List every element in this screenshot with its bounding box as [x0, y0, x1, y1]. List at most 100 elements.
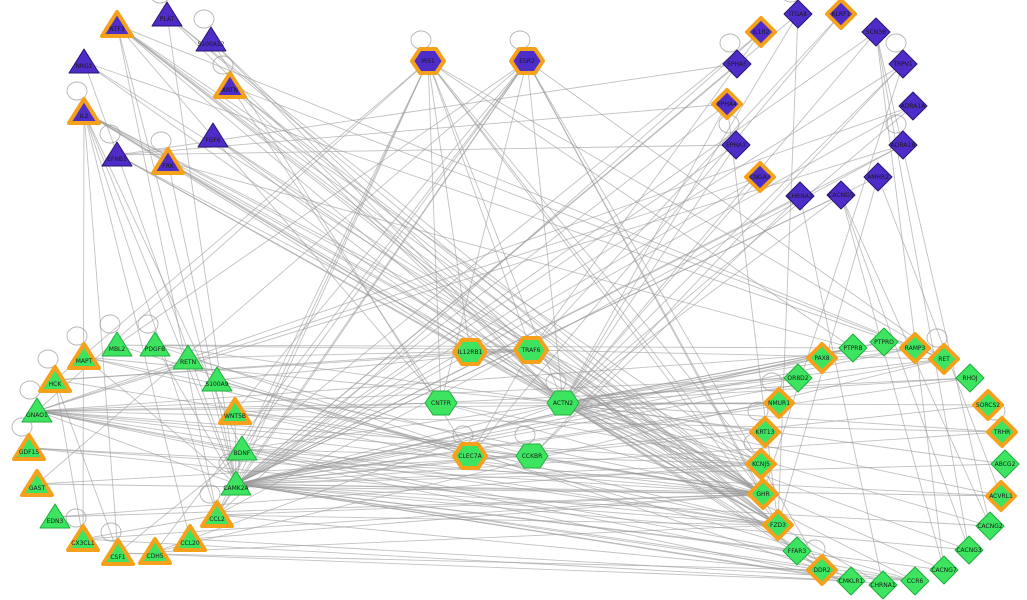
node-CACNG5[interactable]: CACNG5: [826, 180, 856, 210]
node-shape-GNAO1[interactable]: [21, 397, 53, 423]
node-shape-EPHA5[interactable]: [722, 49, 752, 79]
node-shape-IL2[interactable]: [67, 97, 101, 125]
node-CACNG2[interactable]: CACNG2: [975, 511, 1005, 541]
node-S100A12[interactable]: S100A12: [195, 26, 227, 52]
node-shape-RETN[interactable]: [172, 344, 204, 370]
node-ESR2[interactable]: ESR2: [509, 47, 545, 75]
node-shape-CACNG7[interactable]: [929, 555, 959, 585]
node-SORCS2[interactable]: SORCS2: [972, 389, 1004, 421]
node-shape-HCK[interactable]: [38, 365, 72, 393]
node-shape-CACNG2[interactable]: [975, 511, 1005, 541]
node-CSF1[interactable]: CSF1: [101, 538, 135, 566]
node-KLRF1[interactable]: KLRF1: [825, 0, 857, 30]
node-shape-FZD3[interactable]: [762, 509, 794, 541]
node-shape-CSF1[interactable]: [101, 538, 135, 566]
node-shape-DDR2[interactable]: [806, 554, 838, 586]
node-ADRA1A[interactable]: ADRA1A: [898, 91, 928, 121]
node-NMUR1[interactable]: NMUR1: [763, 387, 795, 419]
node-shape-TRHR[interactable]: [986, 416, 1018, 448]
node-IL12RB1[interactable]: IL12RB1: [452, 338, 488, 366]
node-EPHA5[interactable]: EPHA5: [722, 49, 752, 79]
node-shape-KRT13[interactable]: [749, 416, 781, 448]
node-shape-CHRNA1[interactable]: [868, 570, 898, 600]
node-shape-PTPRB[interactable]: [838, 333, 868, 363]
node-shape-ITGA8[interactable]: [783, 0, 813, 29]
node-shape-BDNF[interactable]: [226, 435, 258, 461]
node-shape-RET[interactable]: [928, 343, 960, 375]
node-shape-ARTN[interactable]: [213, 71, 247, 99]
node-shape-OR8D2[interactable]: [783, 363, 813, 393]
node-shape-FGF6[interactable]: [197, 122, 229, 148]
node-IRS1[interactable]: IRS1: [410, 47, 446, 75]
node-shape-CCKBR[interactable]: [515, 443, 549, 469]
node-KRT13[interactable]: KRT13: [749, 416, 781, 448]
node-shape-NTF3[interactable]: [100, 10, 134, 38]
node-shape-ABCG2[interactable]: [990, 449, 1020, 479]
node-CMKLR1[interactable]: CMKLR1: [836, 566, 866, 596]
node-NRG1[interactable]: NRG1: [68, 48, 100, 74]
node-shape-FRK[interactable]: [151, 147, 185, 175]
node-shape-ACTN2[interactable]: [546, 390, 580, 416]
node-shape-AMHR2[interactable]: [863, 162, 893, 192]
node-CCR6[interactable]: CCR6: [900, 566, 930, 596]
node-shape-PDGFB[interactable]: [139, 331, 171, 357]
node-ABCG2[interactable]: ABCG2: [990, 449, 1020, 479]
node-shape-ESR2[interactable]: [509, 47, 545, 75]
node-CNGA3[interactable]: CNGA3: [744, 161, 776, 193]
node-ACVRL1[interactable]: ACVRL1: [985, 480, 1017, 512]
node-IL2[interactable]: IL2: [67, 97, 101, 125]
node-shape-IRS1[interactable]: [410, 47, 446, 75]
node-shape-CLEC7A[interactable]: [452, 442, 488, 470]
node-shape-CNGA3[interactable]: [744, 161, 776, 193]
node-shape-GHR[interactable]: [747, 478, 779, 510]
node-shape-S100A12[interactable]: [195, 26, 227, 52]
node-shape-TRPV1[interactable]: [888, 49, 918, 79]
node-CACNG3[interactable]: CACNG3: [954, 535, 984, 565]
node-CLEC7A[interactable]: CLEC7A: [452, 442, 488, 470]
node-shape-GDF15[interactable]: [12, 433, 46, 461]
node-shape-NMUR1[interactable]: [763, 387, 795, 419]
node-shape-EFNB1[interactable]: [101, 141, 133, 167]
node-ADRA1B[interactable]: ADRA1B: [888, 130, 918, 160]
node-shape-PTPRO[interactable]: [869, 327, 899, 357]
node-GDF15[interactable]: GDF15: [12, 433, 46, 461]
node-shape-CHRNA3[interactable]: [785, 181, 815, 211]
node-RHOJ[interactable]: RHOJ: [955, 363, 985, 393]
node-shape-KLRF1[interactable]: [825, 0, 857, 30]
node-shape-EDN3[interactable]: [39, 503, 71, 529]
node-shape-PAX8[interactable]: [806, 342, 838, 374]
node-NTF3[interactable]: NTF3: [100, 10, 134, 38]
node-PTPRB[interactable]: PTPRB: [838, 333, 868, 363]
node-shape-FFAR3[interactable]: [782, 536, 812, 566]
node-shape-IL1R2[interactable]: [745, 16, 777, 48]
node-IL1R2[interactable]: IL1R2: [745, 16, 777, 48]
node-shape-EPHA3[interactable]: [721, 130, 751, 160]
node-FGF6[interactable]: FGF6: [197, 122, 229, 148]
node-AMHR2[interactable]: AMHR2: [863, 162, 893, 192]
node-shape-ADRA1B[interactable]: [888, 130, 918, 160]
node-shape-ACVRL1[interactable]: [985, 480, 1017, 512]
node-shape-CAMK2A[interactable]: [220, 470, 252, 496]
node-shape-CX3CL1[interactable]: [66, 524, 100, 552]
node-shape-CCL20[interactable]: [173, 524, 207, 552]
node-MAPT[interactable]: MAPT: [67, 342, 101, 370]
node-EPHA3[interactable]: EPHA3: [721, 130, 751, 160]
node-shape-CMKLR1[interactable]: [836, 566, 866, 596]
node-shape-CDH5[interactable]: [138, 537, 172, 565]
node-shape-IL12RB1[interactable]: [452, 338, 488, 366]
node-shape-CCR6[interactable]: [900, 566, 930, 596]
node-shape-TRAF6[interactable]: [513, 336, 549, 364]
node-PDGFB[interactable]: PDGFB: [139, 331, 171, 357]
node-shape-NRG1[interactable]: [68, 48, 100, 74]
node-shape-KCNJ5[interactable]: [745, 448, 777, 480]
node-shape-EPHA4[interactable]: [711, 88, 743, 120]
node-TRAF6[interactable]: TRAF6: [513, 336, 549, 364]
node-shape-MBL2[interactable]: [101, 331, 133, 357]
node-CACNG7[interactable]: CACNG7: [929, 555, 959, 585]
node-EPHA4[interactable]: EPHA4: [711, 88, 743, 120]
node-shape-PLAT[interactable]: [151, 1, 183, 27]
node-shape-RAMP3[interactable]: [899, 332, 931, 364]
node-PLAT[interactable]: PLAT: [151, 1, 183, 27]
node-shape-CNTFR[interactable]: [424, 390, 458, 416]
node-shape-S100A9[interactable]: [201, 366, 233, 392]
